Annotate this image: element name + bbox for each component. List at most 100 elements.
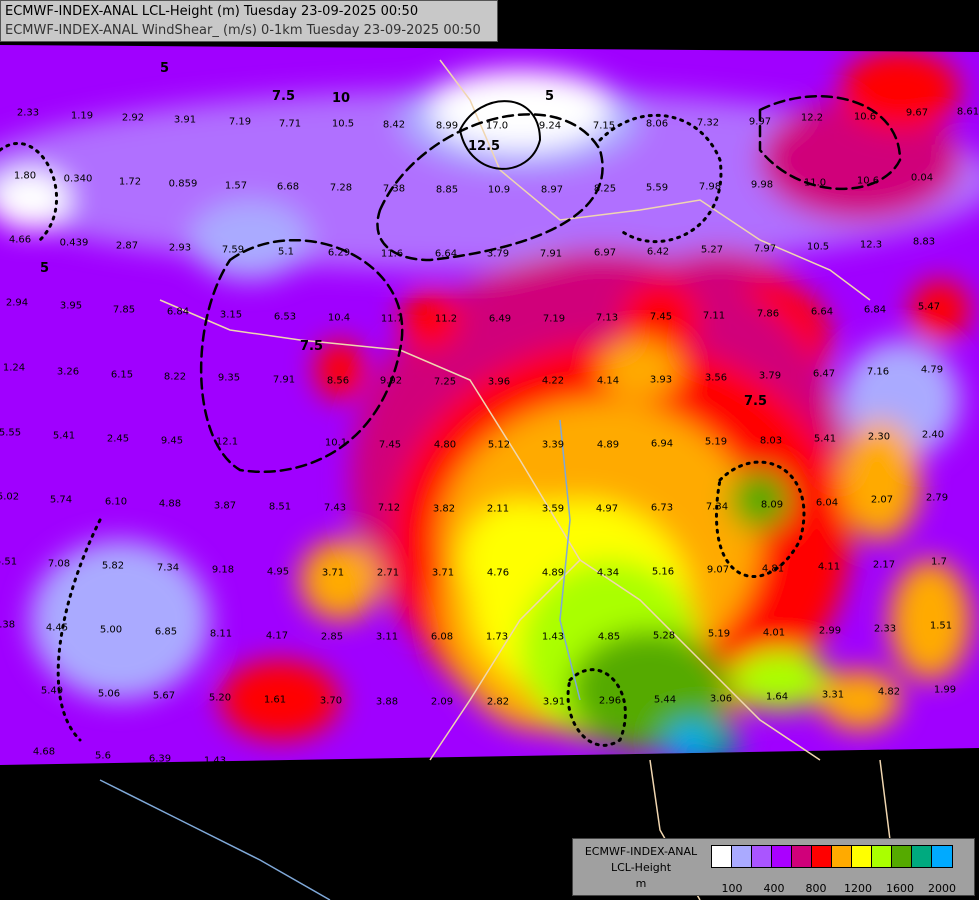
- station-value: 8.11: [209, 628, 233, 640]
- legend-parameter: LCL-Height: [610, 861, 672, 874]
- station-value: 8.51: [268, 501, 292, 513]
- title-line-windshear: ECMWF-INDEX-ANAL WindShear_ (m/s) 0-1km …: [5, 23, 481, 38]
- station-value: 6.64: [434, 248, 458, 260]
- station-value: 8.61: [956, 106, 979, 118]
- station-value: 7.32: [696, 117, 720, 129]
- station-value: 1.24: [2, 362, 26, 374]
- station-value: 3.71: [431, 567, 455, 579]
- station-value: 4.14: [596, 375, 620, 387]
- station-value: 3.82: [432, 503, 456, 515]
- station-value: 3.93: [649, 374, 673, 386]
- station-value: 3.31: [821, 689, 845, 701]
- station-value: 6.08: [430, 631, 454, 643]
- station-value: 1.99: [933, 684, 957, 696]
- contour-label: 10: [332, 91, 350, 106]
- station-value: 8.22: [163, 371, 187, 383]
- station-value: 6.10: [104, 496, 128, 508]
- legend-swatch: [912, 846, 932, 867]
- legend-model: ECMWF-INDEX-ANAL: [584, 845, 698, 858]
- contour-label: 5: [40, 261, 49, 276]
- station-value: 7.25: [433, 376, 457, 388]
- station-value: 10.9: [487, 184, 511, 196]
- station-value: 0.340: [63, 173, 93, 185]
- station-value: 7.38: [382, 183, 406, 195]
- legend-swatches: [711, 845, 953, 868]
- station-value: 9.45: [160, 435, 184, 447]
- station-value: 8.56: [326, 375, 350, 387]
- lcl-field-patch: [890, 560, 970, 680]
- lcl-field-patch: [0, 170, 70, 230]
- legend-swatch: [792, 846, 812, 867]
- windshear-contour: [459, 100, 542, 170]
- windshear-contour: [376, 113, 604, 262]
- station-value: 3.41: [601, 760, 625, 772]
- station-value: 1.64: [765, 691, 789, 703]
- station-value: 4.89: [596, 439, 620, 451]
- station-value: 2.40: [921, 429, 945, 441]
- border-line: [99, 779, 331, 900]
- legend-tick-label: 100: [721, 882, 743, 895]
- station-value: 5.51: [0, 556, 18, 568]
- station-value: 7.11: [702, 310, 726, 322]
- station-value: 3.70: [319, 695, 343, 707]
- station-value: 3.96: [487, 376, 511, 388]
- station-value: 7.43: [323, 502, 347, 514]
- station-value: 2.07: [883, 751, 907, 763]
- station-value: 3.95: [59, 300, 83, 312]
- station-value: 5.00: [99, 624, 123, 636]
- station-value: 7.28: [329, 182, 353, 194]
- station-value: 3.88: [375, 696, 399, 708]
- station-value: 6.94: [650, 438, 674, 450]
- station-value: 1.43: [203, 755, 227, 767]
- station-value: 8.97: [540, 184, 564, 196]
- station-value: 5.41: [52, 430, 76, 442]
- station-value: 1.19: [70, 110, 94, 122]
- station-value: 5.16: [651, 566, 675, 578]
- station-value: 9.07: [706, 564, 730, 576]
- station-value: 2.46: [939, 748, 963, 760]
- station-value: 8.06: [645, 118, 669, 130]
- station-value: 9.67: [905, 107, 929, 119]
- station-value: 9.18: [211, 564, 235, 576]
- station-value: 8.03: [759, 435, 783, 447]
- windshear-contour: [0, 142, 58, 242]
- lcl-field-patch: [730, 470, 790, 530]
- station-value: 4.79: [920, 364, 944, 376]
- station-value: 5.1: [278, 246, 294, 258]
- station-value: 7.91: [539, 248, 563, 260]
- station-value: 7.91: [272, 374, 296, 386]
- border-line: [579, 559, 821, 761]
- station-value: 2.79: [925, 492, 949, 504]
- station-value: 5.6: [95, 750, 111, 762]
- station-value: 7.71: [278, 118, 302, 130]
- station-value: 5.20: [208, 692, 232, 704]
- legend-swatch: [932, 846, 952, 867]
- station-value: 1.73: [485, 631, 509, 643]
- legend-tick-label: 400: [763, 882, 785, 895]
- windshear-contour: [714, 460, 806, 578]
- station-value: 6.73: [650, 502, 674, 514]
- station-value: 12.2: [800, 112, 824, 124]
- station-value: 2.96: [598, 695, 622, 707]
- station-value: 2.11: [486, 503, 510, 515]
- station-value: 9.92: [379, 375, 403, 387]
- station-value: 4.01: [762, 627, 786, 639]
- station-value: 4.66: [8, 234, 32, 246]
- lcl-field-patch: [400, 290, 460, 350]
- station-value: 1.57: [224, 180, 248, 192]
- station-value: 5.12: [487, 439, 511, 451]
- contour-label: 5: [160, 61, 169, 76]
- station-value: 10.6: [856, 175, 880, 187]
- station-value: 7.19: [542, 313, 566, 325]
- station-value: 2.45: [106, 433, 130, 445]
- station-value: 1.7: [931, 556, 947, 568]
- station-value: 1.72: [118, 176, 142, 188]
- station-value: 3.74: [657, 759, 681, 771]
- station-value: 2.17: [872, 559, 896, 571]
- station-value: 4.89: [541, 567, 565, 579]
- windshear-contours: 5 7.5 10 12.5 5 7.5 7.5 5: [0, 61, 902, 747]
- station-value: 9.97: [748, 116, 772, 128]
- contour-label: 7.5: [272, 89, 295, 104]
